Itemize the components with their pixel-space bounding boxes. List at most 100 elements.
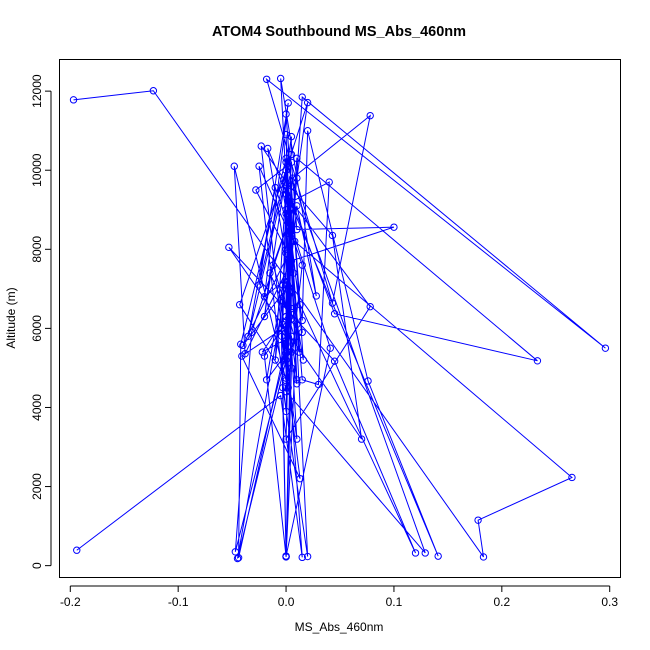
- data-point: [474, 516, 482, 524]
- data-point: [287, 150, 296, 159]
- data-point: [287, 182, 296, 190]
- data-point: [366, 302, 374, 311]
- data-point: [312, 292, 320, 300]
- data-point: [293, 320, 301, 329]
- x-tick-label: -0.2: [60, 595, 81, 609]
- data-point: [255, 162, 263, 170]
- data-point: [280, 356, 288, 364]
- data-point: [303, 552, 312, 561]
- data-point: [287, 308, 296, 317]
- data-point: [601, 344, 610, 352]
- data-point: [264, 144, 272, 153]
- data-point: [282, 328, 290, 337]
- x-tick-label: 0.0: [278, 595, 295, 609]
- data-point: [287, 364, 296, 372]
- series-group: [69, 74, 610, 563]
- data-point: [287, 257, 296, 265]
- data-point: [282, 249, 290, 257]
- data-point: [282, 206, 290, 214]
- data-point: [298, 93, 306, 101]
- data-point: [325, 178, 333, 186]
- chart-title: ATOM4 Southbound MS_Abs_460nm: [212, 24, 466, 40]
- data-point: [295, 348, 303, 356]
- data-point: [276, 74, 285, 83]
- data-point: [231, 548, 240, 556]
- data-point: [303, 98, 312, 107]
- data-point: [255, 281, 263, 289]
- data-point: [262, 75, 271, 83]
- data-point: [279, 281, 287, 289]
- data-point: [73, 546, 81, 554]
- y-tick-label: 6000: [30, 315, 44, 342]
- x-tick-label: -0.1: [168, 595, 189, 609]
- data-point: [282, 245, 290, 254]
- data-point: [366, 111, 374, 120]
- y-tick-label: 10000: [30, 153, 44, 187]
- data-point: [271, 356, 279, 364]
- data-point: [260, 352, 269, 360]
- data-point: [238, 352, 246, 360]
- data-point: [282, 376, 290, 385]
- data-point: [282, 210, 290, 218]
- x-tick-label: 0.3: [601, 595, 618, 609]
- x-tick-label: 0.1: [386, 595, 403, 609]
- data-point: [290, 237, 299, 246]
- data-point: [266, 269, 274, 277]
- data-point: [284, 384, 292, 392]
- data-point: [282, 387, 290, 396]
- data-point: [233, 554, 242, 563]
- data-point: [260, 312, 269, 321]
- data-point: [282, 356, 290, 364]
- data-point: [287, 158, 296, 167]
- data-point: [533, 357, 542, 365]
- data-point: [293, 202, 301, 210]
- y-tick-label: 12000: [30, 74, 44, 108]
- data-point: [230, 162, 238, 170]
- data-point: [235, 300, 244, 309]
- data-point: [357, 435, 366, 443]
- data-point: [279, 320, 287, 329]
- data-point: [278, 324, 286, 333]
- data-point: [282, 340, 290, 348]
- data-point: [293, 225, 301, 234]
- data-point: [282, 154, 290, 163]
- data-point: [314, 380, 323, 389]
- data-point: [330, 310, 339, 318]
- data-point: [282, 158, 290, 167]
- data-point: [282, 407, 290, 416]
- data-point: [282, 166, 290, 174]
- x-axis-label: MS_Abs_460nm: [295, 620, 384, 634]
- data-point: [282, 374, 290, 382]
- data-point: [287, 332, 296, 340]
- data-point: [282, 435, 290, 443]
- data-point: [276, 391, 285, 400]
- data-point: [298, 376, 306, 384]
- data-point: [69, 96, 78, 104]
- plot-frame: [59, 59, 621, 578]
- y-tick-label: 2000: [30, 473, 44, 500]
- data-point: [288, 174, 297, 182]
- y-tick-label: 8000: [30, 236, 44, 263]
- data-point: [287, 304, 296, 313]
- data-point: [328, 299, 337, 307]
- data-point: [479, 553, 488, 561]
- data-point: [282, 178, 290, 186]
- data-point: [287, 289, 296, 297]
- data-point: [282, 281, 290, 289]
- data-point: [282, 552, 290, 561]
- data-point: [434, 552, 442, 560]
- data-point: [411, 549, 420, 557]
- data-point: [326, 344, 334, 352]
- data-point: [257, 142, 265, 150]
- data-point: [293, 174, 301, 182]
- data-point: [568, 473, 576, 482]
- data-point: [278, 332, 286, 340]
- y-tick-label: 4000: [30, 394, 44, 421]
- data-point: [282, 312, 290, 321]
- data-point: [421, 549, 429, 557]
- data-point: [287, 221, 296, 230]
- data-point: [284, 99, 292, 107]
- data-point: [290, 316, 299, 325]
- data-point: [225, 243, 233, 252]
